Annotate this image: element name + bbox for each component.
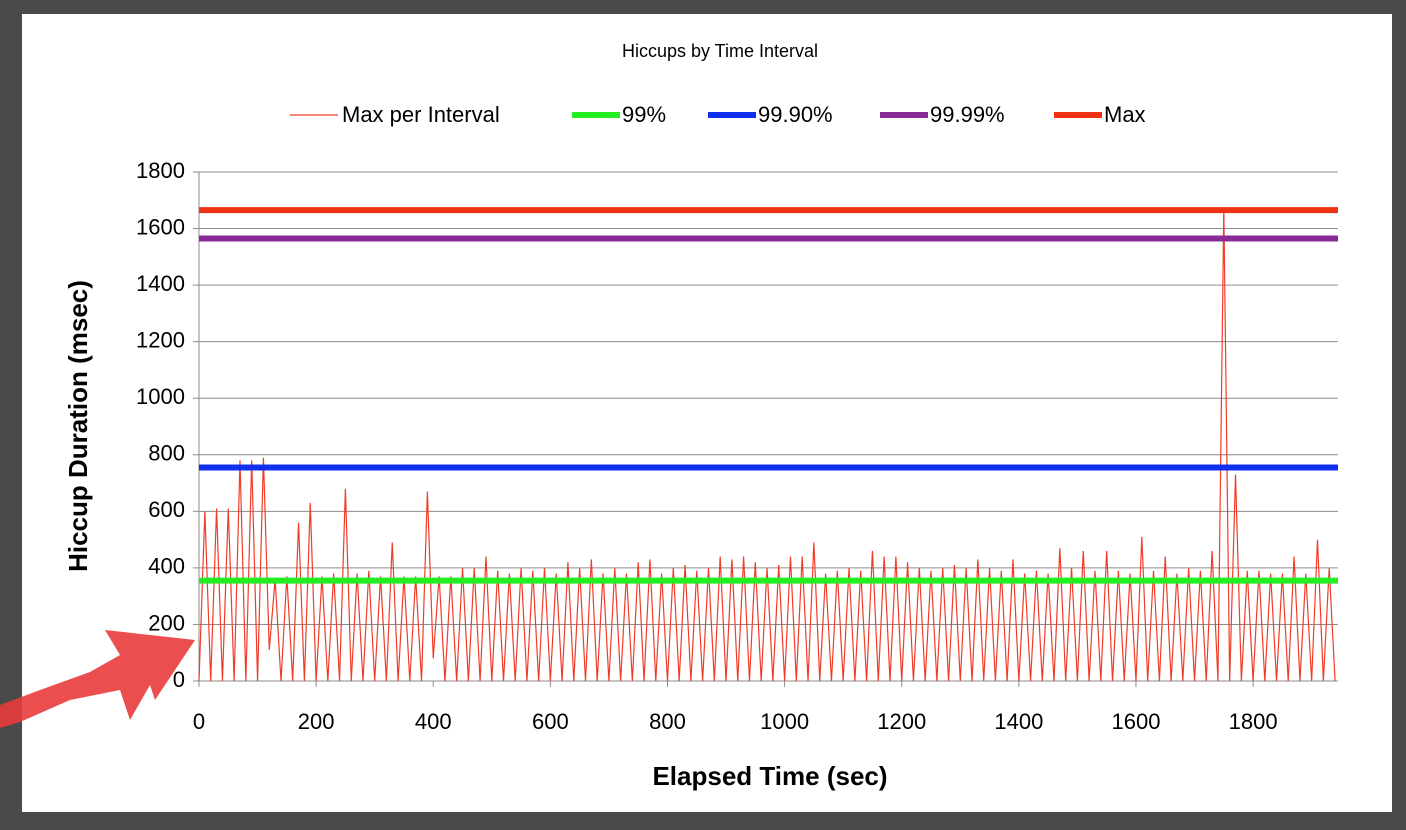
x-tick-label: 600 (532, 709, 569, 734)
y-tick-label: 200 (148, 610, 185, 635)
x-tick-label: 800 (649, 709, 686, 734)
data-line (198, 208, 1336, 682)
x-tick-label: 400 (415, 709, 452, 734)
legend-label: Max per Interval (342, 102, 500, 127)
x-tick-label: 1000 (760, 709, 809, 734)
y-tick-label: 1200 (136, 327, 185, 352)
x-tick-label: 1800 (1229, 709, 1278, 734)
y-tick-label: 1400 (136, 271, 185, 296)
legend-label: 99.99% (930, 102, 1005, 127)
y-tick-label: 1800 (136, 158, 185, 183)
x-tick-label: 0 (193, 709, 205, 734)
x-tick-label: 1400 (994, 709, 1043, 734)
chart-title: Hiccups by Time Interval (622, 41, 818, 61)
y-tick-label: 1000 (136, 384, 185, 409)
y-tick-label: 1600 (136, 214, 185, 239)
chart-panel (22, 14, 1392, 812)
y-tick-label: 400 (148, 554, 185, 579)
plot: 0 200 400 600 800 1000 1200 1400 1600 1800 0 200 400… (136, 158, 1338, 734)
y-tick-label: 800 (148, 441, 185, 466)
x-tick-label: 1200 (877, 709, 926, 734)
y-tick-label: 0 (173, 667, 185, 692)
x-tick-label: 1600 (1111, 709, 1160, 734)
x-axis-title: Elapsed Time (sec) (652, 761, 887, 791)
arrow-annotation (0, 630, 195, 728)
y-axis-title: Hiccup Duration (msec) (63, 280, 93, 572)
y-tick-label: 600 (148, 497, 185, 522)
x-tick-label: 200 (298, 709, 335, 734)
legend-label: Max (1104, 102, 1146, 127)
legend-label: 99.90% (758, 102, 833, 127)
legend-label: 99% (622, 102, 666, 127)
